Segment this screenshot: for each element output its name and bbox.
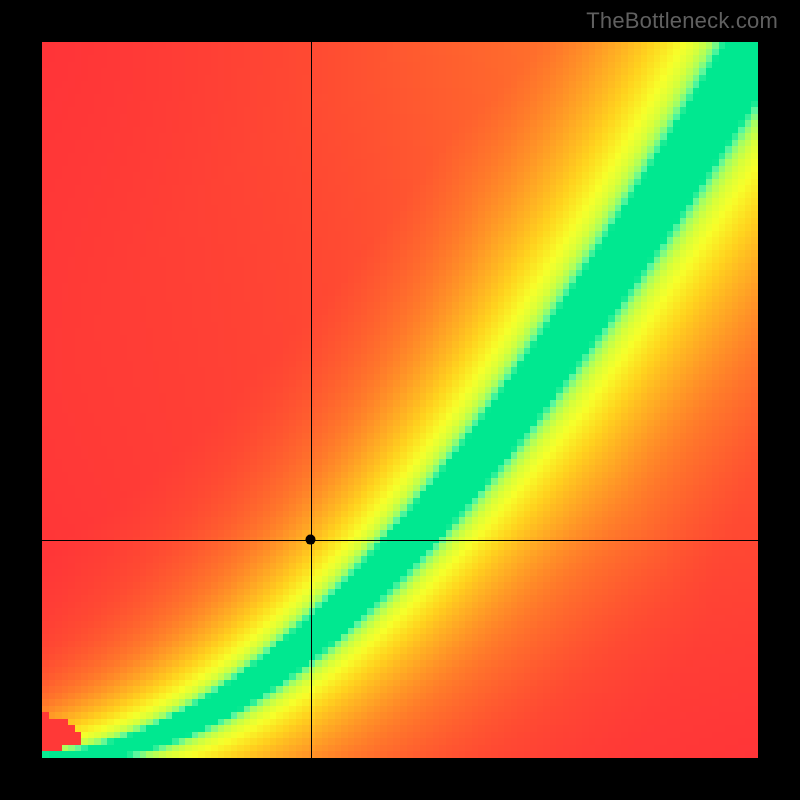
- chart-container: TheBottleneck.com: [0, 0, 800, 800]
- watermark-text: TheBottleneck.com: [586, 8, 778, 34]
- crosshair-overlay: [0, 0, 800, 800]
